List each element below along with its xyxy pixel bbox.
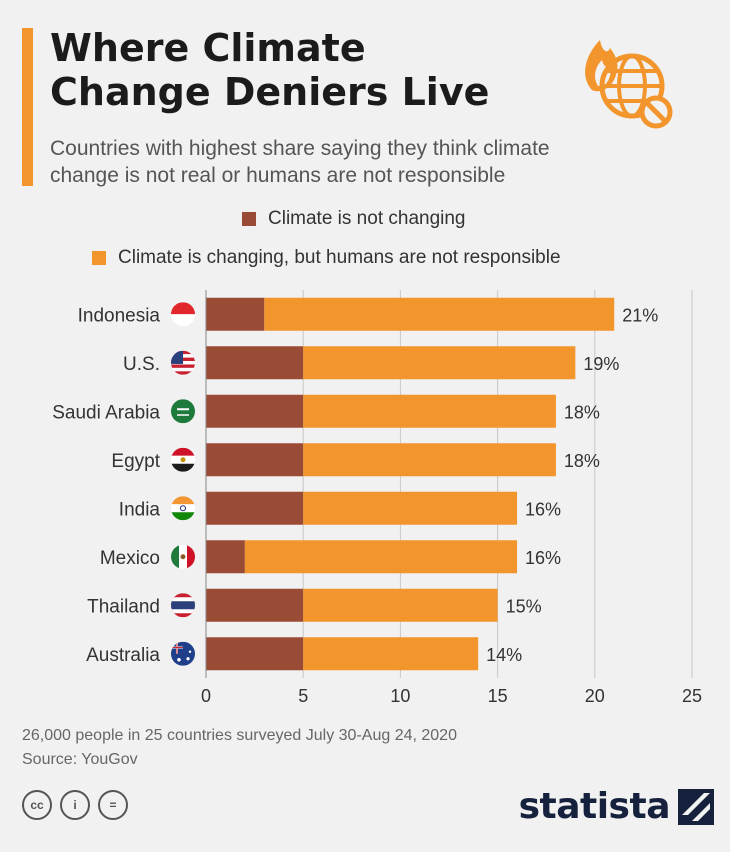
title-line-2: Change Deniers Live	[50, 70, 490, 114]
category-label-4: India	[119, 499, 161, 520]
legend-label-not-responsible: Climate is changing, but humans are not …	[118, 247, 561, 268]
bar-not-changing-india	[206, 491, 304, 525]
category-label-3: Egypt	[111, 451, 160, 472]
x-tick-label-5: 25	[682, 686, 702, 706]
flag-saudi-arabia-icon	[171, 399, 195, 424]
category-label-7: Australia	[86, 645, 160, 666]
flag-india-icon	[171, 496, 195, 521]
legend-swatch-not-responsible	[92, 251, 106, 265]
flag-mexico-icon	[171, 544, 195, 569]
flag-egypt-icon	[171, 447, 195, 472]
category-label-0: Indonesia	[78, 305, 161, 326]
bar-not-changing-australia	[206, 637, 304, 671]
x-tick-label-4: 20	[585, 686, 605, 706]
flag-us-icon	[171, 350, 195, 375]
flag-thailand-icon	[171, 593, 195, 618]
category-label-1: U.S.	[123, 354, 160, 375]
category-label-2: Saudi Arabia	[52, 402, 160, 423]
bar-not-changing-mexico	[206, 540, 245, 574]
x-tick-label-0: 0	[201, 686, 211, 706]
accent-bar	[22, 28, 33, 186]
data-label-1: 19%	[583, 354, 619, 374]
attribution-icon: i	[60, 790, 90, 820]
bar-chart: 21% Indonesia 19% U.S. 18% Saudi Arabia 18% Egy…	[52, 290, 702, 706]
brand-name: statista	[518, 786, 671, 827]
flag-indonesia-icon	[171, 302, 195, 327]
bar-not-changing-egypt	[206, 443, 304, 477]
subtitle-line-2: change is not real or humans are not res…	[50, 164, 506, 187]
chart-subtitle: Countries with highest share saying they…	[50, 135, 690, 189]
bar-not-changing-thailand	[206, 588, 304, 622]
data-label-7: 14%	[486, 645, 522, 665]
legend: Climate is not changing Climate is chang…	[92, 208, 561, 286]
data-label-0: 21%	[622, 305, 658, 325]
subtitle-line-1: Countries with highest share saying they…	[50, 137, 550, 160]
globe-fire-no-icon	[585, 40, 673, 129]
category-label-5: Mexico	[100, 548, 160, 569]
data-label-6: 15%	[506, 596, 542, 616]
bar-not-responsible-egypt	[303, 443, 556, 477]
x-tick-label-3: 15	[488, 686, 508, 706]
bar-not-responsible-australia	[303, 637, 479, 671]
bar-not-responsible-u-s-	[303, 346, 576, 380]
x-tick-label-1: 5	[298, 686, 308, 706]
legend-item-not-responsible: Climate is changing, but humans are not …	[92, 247, 561, 269]
data-label-3: 18%	[564, 451, 600, 471]
title-line-1: Where Climate	[50, 26, 366, 70]
bar-not-responsible-mexico	[244, 540, 518, 574]
data-label-2: 18%	[564, 402, 600, 422]
brand: statista	[519, 786, 714, 827]
legend-swatch-not-changing	[242, 212, 256, 226]
bar-not-responsible-thailand	[303, 588, 498, 622]
category-label-6: Thailand	[87, 596, 160, 617]
survey-note: 26,000 people in 25 countries surveyed J…	[22, 727, 457, 744]
source-note: Source: YouGov	[22, 751, 138, 768]
bar-not-responsible-india	[303, 491, 518, 525]
data-label-5: 16%	[525, 548, 561, 568]
footer: 26,000 people in 25 countries surveyed J…	[22, 724, 457, 772]
bar-not-responsible-saudi-arabia	[303, 394, 556, 428]
bar-not-changing-u-s-	[206, 346, 304, 380]
legend-label-not-changing: Climate is not changing	[268, 208, 466, 229]
statista-logo-icon	[678, 788, 714, 825]
legend-item-not-changing: Climate is not changing	[92, 208, 561, 230]
bar-not-changing-saudi-arabia	[206, 394, 304, 428]
bar-not-changing-indonesia	[206, 297, 265, 331]
bar-not-responsible-indonesia	[264, 297, 615, 331]
flag-australia-icon	[171, 641, 195, 666]
x-tick-label-2: 10	[390, 686, 410, 706]
chart-title: Where Climate Change Deniers Live	[50, 26, 570, 114]
license-icons: cc i =	[22, 790, 128, 820]
creative-commons-icon: cc	[22, 790, 52, 820]
no-derivatives-icon: =	[98, 790, 128, 820]
data-label-4: 16%	[525, 499, 561, 519]
